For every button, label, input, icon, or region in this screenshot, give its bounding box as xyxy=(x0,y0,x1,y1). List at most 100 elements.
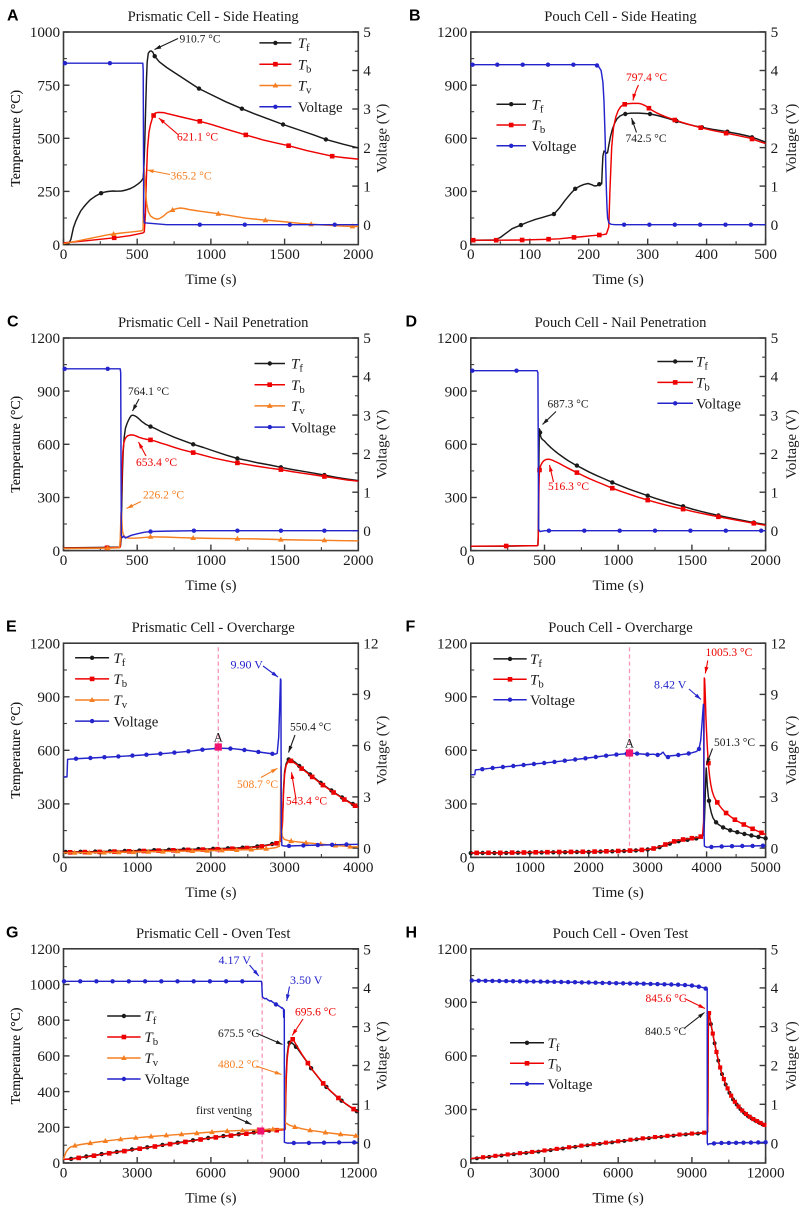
svg-text:1: 1 xyxy=(363,178,371,195)
svg-text:2000: 2000 xyxy=(574,859,605,876)
svg-text:3: 3 xyxy=(771,789,779,806)
svg-text:6: 6 xyxy=(363,738,371,755)
svg-text:Prismatic Cell - Nail Penetrat: Prismatic Cell - Nail Penetration xyxy=(118,315,309,331)
svg-text:4.17 V: 4.17 V xyxy=(219,953,252,967)
svg-text:Voltage: Voltage xyxy=(144,1072,189,1088)
svg-text:Pouch Cell - Nail Penetration: Pouch Cell - Nail Penetration xyxy=(535,315,708,331)
svg-text:0: 0 xyxy=(460,850,468,867)
svg-text:621.1 °C: 621.1 °C xyxy=(177,132,218,144)
svg-text:1000: 1000 xyxy=(196,552,227,569)
svg-text:Temperature (°C): Temperature (°C) xyxy=(8,396,24,493)
svg-text:1500: 1500 xyxy=(269,552,300,569)
svg-text:Voltage (V): Voltage (V) xyxy=(784,1021,800,1090)
svg-text:742.5 °C: 742.5 °C xyxy=(626,133,667,145)
svg-text:0: 0 xyxy=(60,859,68,876)
svg-text:2: 2 xyxy=(363,140,371,157)
svg-text:Tb: Tb xyxy=(530,673,544,691)
svg-text:0: 0 xyxy=(363,217,371,234)
svg-text:3000: 3000 xyxy=(269,859,300,876)
svg-text:1200: 1200 xyxy=(30,941,61,958)
svg-text:900: 900 xyxy=(445,77,468,94)
svg-text:3: 3 xyxy=(771,1019,779,1036)
svg-text:600: 600 xyxy=(37,437,60,454)
svg-text:300: 300 xyxy=(445,796,468,813)
svg-text:1500: 1500 xyxy=(677,552,708,569)
svg-text:1000: 1000 xyxy=(122,859,153,876)
svg-text:Voltage (V): Voltage (V) xyxy=(375,410,391,479)
svg-text:1: 1 xyxy=(771,178,779,195)
svg-text:9: 9 xyxy=(363,687,371,704)
svg-text:500: 500 xyxy=(754,246,777,263)
svg-text:900: 900 xyxy=(445,995,468,1012)
svg-text:501.3 °C: 501.3 °C xyxy=(714,737,755,749)
svg-text:Voltage (V): Voltage (V) xyxy=(784,410,800,479)
svg-text:0: 0 xyxy=(467,552,475,569)
svg-text:Prismatic Cell - Overcharge: Prismatic Cell - Overcharge xyxy=(132,620,295,636)
svg-text:Pouch Cell - Side Heating: Pouch Cell - Side Heating xyxy=(544,9,697,25)
svg-text:1005.3 °C: 1005.3 °C xyxy=(706,647,753,659)
svg-text:6: 6 xyxy=(771,738,779,755)
svg-text:4: 4 xyxy=(771,63,779,80)
svg-text:695.6 °C: 695.6 °C xyxy=(295,1007,336,1019)
svg-text:4000: 4000 xyxy=(691,859,722,876)
svg-text:8.42 V: 8.42 V xyxy=(654,678,687,692)
svg-text:0: 0 xyxy=(771,523,779,540)
svg-text:2000: 2000 xyxy=(750,552,781,569)
svg-text:Time (s): Time (s) xyxy=(593,884,644,901)
svg-text:0: 0 xyxy=(467,1165,475,1182)
svg-text:9.90 V: 9.90 V xyxy=(231,658,264,672)
svg-text:900: 900 xyxy=(37,383,60,400)
svg-text:Voltage: Voltage xyxy=(113,714,158,730)
svg-text:250: 250 xyxy=(37,184,60,201)
svg-text:Temperature (°C): Temperature (°C) xyxy=(8,396,24,493)
svg-text:3000: 3000 xyxy=(633,859,664,876)
svg-text:3: 3 xyxy=(363,1019,371,1036)
svg-text:A: A xyxy=(214,731,223,745)
svg-text:9000: 9000 xyxy=(677,1165,708,1182)
svg-text:0: 0 xyxy=(460,237,468,254)
svg-text:3: 3 xyxy=(771,101,779,118)
svg-text:2000: 2000 xyxy=(343,246,374,263)
svg-text:Tb: Tb xyxy=(532,118,546,136)
svg-text:Voltage: Voltage xyxy=(696,397,741,413)
svg-text:797.4 °C: 797.4 °C xyxy=(626,72,667,84)
svg-text:1000: 1000 xyxy=(30,977,61,994)
svg-text:800: 800 xyxy=(37,1012,60,1029)
svg-text:Temperature (°C): Temperature (°C) xyxy=(8,1007,24,1104)
svg-text:2: 2 xyxy=(771,446,779,463)
svg-text:first venting: first venting xyxy=(196,1105,252,1117)
svg-text:Voltage: Voltage xyxy=(548,1077,593,1093)
svg-text:1: 1 xyxy=(363,1097,371,1114)
svg-text:1500: 1500 xyxy=(269,246,300,263)
svg-text:910.7 °C: 910.7 °C xyxy=(180,33,221,45)
svg-text:6000: 6000 xyxy=(603,1165,634,1182)
svg-text:4: 4 xyxy=(771,369,779,386)
svg-text:400: 400 xyxy=(695,246,718,263)
svg-text:5: 5 xyxy=(771,330,779,347)
svg-text:3: 3 xyxy=(363,789,371,806)
svg-text:750: 750 xyxy=(37,77,60,94)
svg-text:100: 100 xyxy=(518,246,541,263)
svg-text:0: 0 xyxy=(60,1165,68,1182)
svg-text:Time (s): Time (s) xyxy=(185,1190,236,1207)
svg-text:Voltage: Voltage xyxy=(532,139,577,155)
svg-text:5000: 5000 xyxy=(750,859,781,876)
svg-text:Tb: Tb xyxy=(696,376,710,394)
svg-text:5: 5 xyxy=(363,24,371,41)
svg-text:1200: 1200 xyxy=(437,24,468,41)
svg-text:365.2 °C: 365.2 °C xyxy=(171,171,212,183)
svg-text:Temperature (°C): Temperature (°C) xyxy=(8,702,24,799)
svg-text:Pouch Cell - Overcharge: Pouch Cell - Overcharge xyxy=(548,620,692,636)
svg-text:4: 4 xyxy=(363,369,371,386)
svg-text:3: 3 xyxy=(363,101,371,118)
svg-text:0: 0 xyxy=(363,1135,371,1152)
svg-text:300: 300 xyxy=(445,1102,468,1119)
svg-text:Voltage (V): Voltage (V) xyxy=(375,1021,391,1090)
svg-text:Tf: Tf xyxy=(144,1009,156,1027)
svg-text:764.1 °C: 764.1 °C xyxy=(128,386,169,398)
svg-text:Tf: Tf xyxy=(298,36,310,54)
svg-text:600: 600 xyxy=(445,743,468,760)
svg-text:0: 0 xyxy=(363,840,371,857)
svg-text:Voltage: Voltage xyxy=(298,100,343,116)
svg-text:4: 4 xyxy=(363,63,371,80)
